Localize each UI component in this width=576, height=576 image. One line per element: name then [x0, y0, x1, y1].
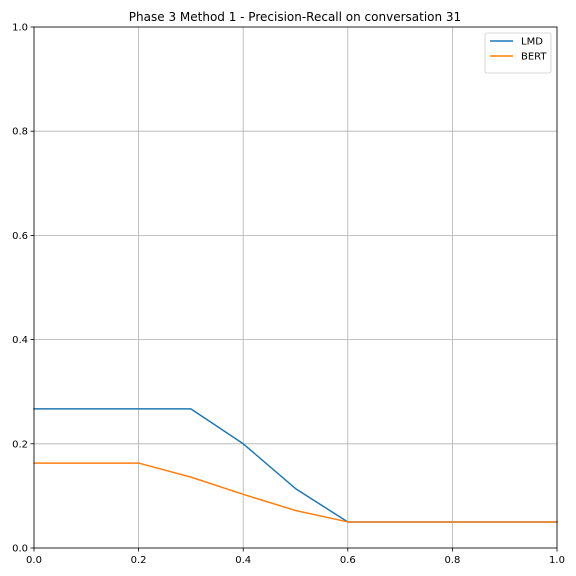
- y-tick-label: 0.8: [12, 127, 28, 138]
- x-tick-label: 0.8: [444, 555, 460, 566]
- series-line-bert: [33, 462, 558, 523]
- y-tick-label: 0.0: [12, 544, 28, 555]
- series-layer: [33, 408, 558, 523]
- x-tick-label: 0.6: [340, 555, 356, 566]
- grid-lines: [33, 26, 558, 549]
- legend-label-bert: BERT: [521, 52, 547, 63]
- y-tick-label: 1.0: [12, 23, 28, 34]
- y-tick-label: 0.4: [12, 335, 28, 346]
- y-tick-label: 0.2: [12, 439, 28, 450]
- x-tick-label: 1.0: [549, 555, 565, 566]
- axis-ticks: 0.0 0.2 0.4 0.6 0.8 1.0 0.0 0.2 0.4 0.6 0.8 1.0: [12, 23, 565, 567]
- y-tick-label: 0.6: [12, 231, 28, 242]
- legend-label-lmd: LMD: [521, 37, 543, 48]
- legend-box: [484, 32, 552, 74]
- plot-frame: [33, 26, 558, 549]
- x-tick-label: 0.0: [26, 555, 42, 566]
- chart-title: Phase 3 Method 1 - Precision-Recall on c…: [129, 10, 461, 24]
- x-tick-label: 0.2: [131, 555, 147, 566]
- legend: LMD BERT: [484, 32, 552, 74]
- series-line-lmd: [33, 408, 558, 523]
- x-tick-label: 0.4: [235, 555, 251, 566]
